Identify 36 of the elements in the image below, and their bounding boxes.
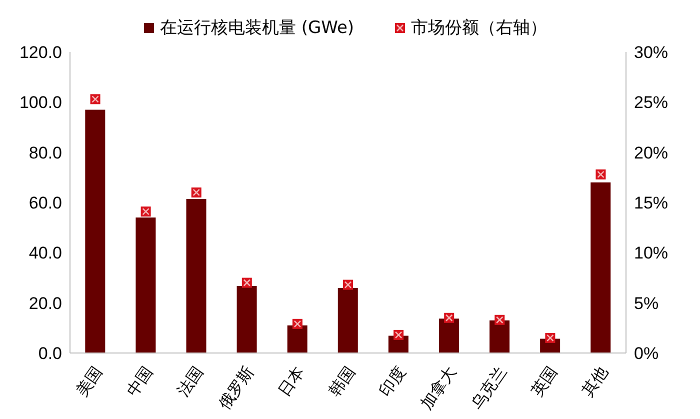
y-tick-label: 60.0 [28, 194, 62, 213]
x-tick-label: 法国 [174, 363, 208, 400]
y2-tick-label: 30% [634, 43, 668, 62]
bar [186, 198, 206, 353]
y2-tick-label: 20% [634, 143, 668, 162]
y-tick-label: 0.0 [38, 344, 62, 364]
y2-tick-label: 5% [634, 294, 659, 313]
x-tick-label: 中国 [123, 363, 157, 400]
x-tick-label: 加拿大 [418, 363, 460, 414]
y-tick-label: 20.0 [28, 294, 62, 313]
x-tick-label: 韩国 [326, 363, 359, 400]
bar [590, 182, 611, 353]
y-tick-label: 40.0 [28, 244, 62, 263]
y-tick-label: 80.0 [28, 143, 62, 162]
legend-label: 在运行核电装机量 (GWe) [158, 17, 354, 39]
bar [136, 218, 156, 353]
x-tick-label: 俄罗斯 [215, 363, 258, 414]
y-tick-label: 100.0 [19, 93, 62, 112]
x-tick-label: 印度 [376, 363, 410, 400]
y2-tick-label: 25% [634, 93, 668, 112]
x-tick-label: 日本 [275, 363, 308, 400]
bar [338, 288, 358, 353]
x-tick-label: 美国 [72, 363, 106, 400]
bar [438, 318, 459, 353]
bar [236, 286, 257, 353]
x-tick-label: 其他 [578, 363, 612, 400]
bar [85, 110, 106, 353]
y2-tick-label: 10% [634, 244, 668, 263]
y2-tick-label: 0% [634, 344, 659, 364]
x-tick-label: 乌克兰 [468, 363, 510, 414]
y2-tick-label: 15% [634, 194, 668, 213]
bar [287, 325, 308, 353]
legend-label: 市场份额（右轴） [410, 17, 548, 39]
y-tick-label: 120.0 [19, 43, 62, 62]
bar [490, 320, 510, 353]
x-tick-label: 英国 [528, 363, 561, 400]
